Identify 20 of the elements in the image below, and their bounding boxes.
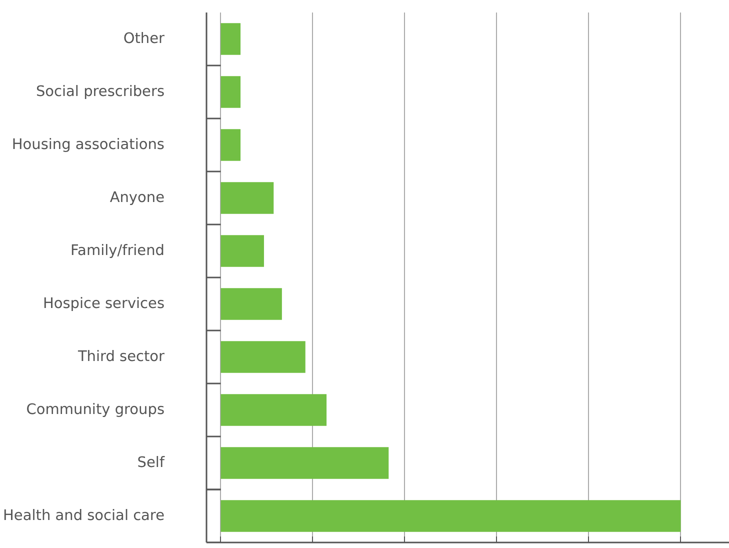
y-tick-label: Community groups xyxy=(26,402,165,418)
y-tick-label: Family/friend xyxy=(70,243,164,259)
y-tick-label: Anyone xyxy=(110,190,165,206)
y-tick-label: Hospice services xyxy=(42,296,165,312)
y-tick-label: Third sector xyxy=(76,349,165,365)
bar xyxy=(220,500,681,532)
y-tick-label: Health and social care xyxy=(3,508,165,524)
bar xyxy=(220,129,241,161)
bar xyxy=(220,341,306,373)
bar xyxy=(220,447,389,479)
bar xyxy=(220,235,264,267)
y-tick-label: Self xyxy=(137,455,166,471)
bar xyxy=(220,394,327,426)
bar xyxy=(220,23,241,55)
bar xyxy=(220,288,282,320)
bar xyxy=(220,76,241,108)
y-tick-label: Other xyxy=(123,31,165,47)
bar xyxy=(220,182,274,214)
y-tick-label: Housing associations xyxy=(12,137,165,153)
y-tick-label: Social prescribers xyxy=(36,84,165,100)
